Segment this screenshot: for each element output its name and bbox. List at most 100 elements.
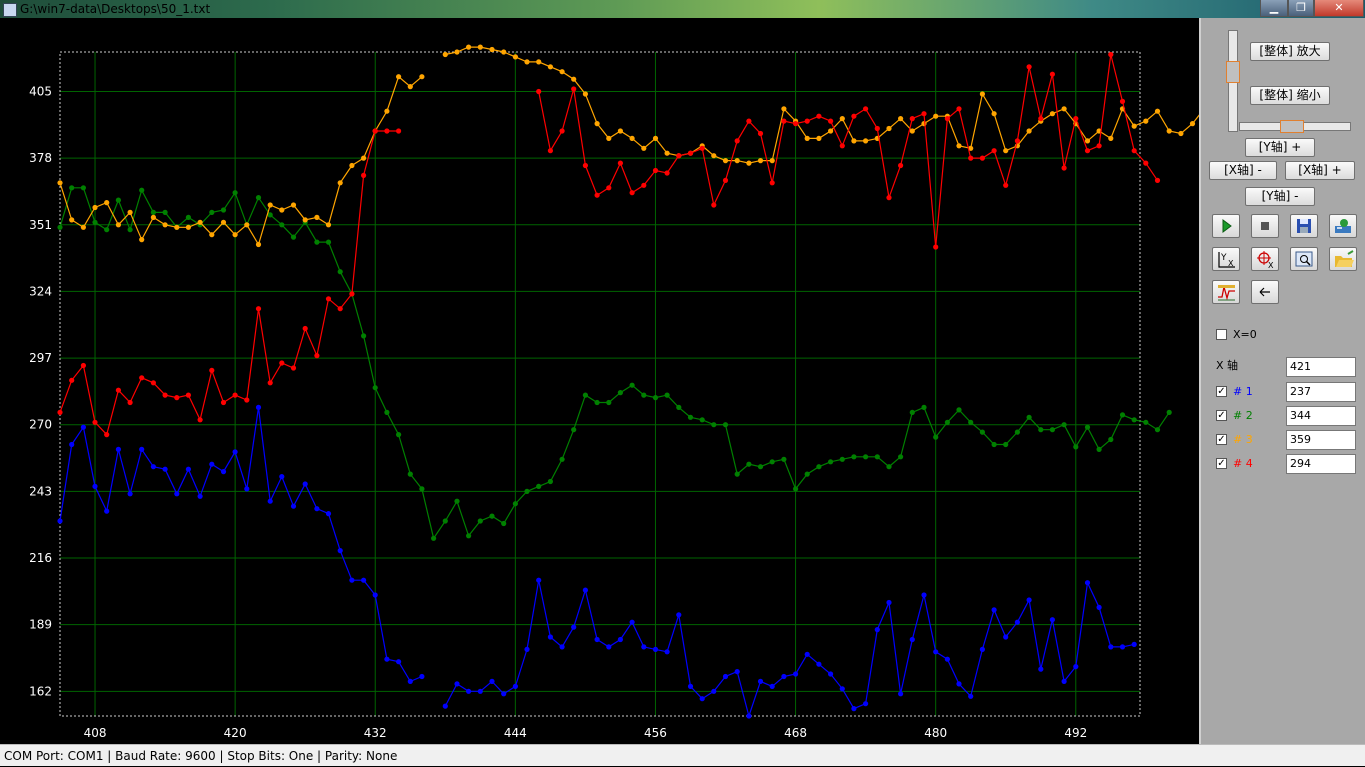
channel-3-checkbox[interactable]: ✓ <box>1216 434 1227 445</box>
series-1-point <box>384 656 390 662</box>
series-1-point <box>104 508 110 514</box>
x-tick-label: 456 <box>644 726 667 740</box>
back-button[interactable] <box>1251 280 1279 304</box>
series-3-point <box>652 135 659 141</box>
series-2-point <box>1108 436 1114 443</box>
crosshair-icon: X <box>1257 251 1274 270</box>
minimize-button[interactable]: ▁ <box>1260 0 1288 17</box>
series-4-point <box>197 417 203 423</box>
axis-x-y-icon: YX <box>1218 252 1235 268</box>
series-1-point <box>1014 619 1021 625</box>
waveform-button[interactable] <box>1212 280 1240 304</box>
series-4-point <box>641 182 647 188</box>
series-1-point <box>174 491 180 497</box>
series-2-point <box>1166 409 1172 415</box>
vertical-slider-thumb[interactable] <box>1226 61 1240 83</box>
series-2-line <box>59 187 1170 540</box>
plot-area[interactable]: 408 420 432 444 456 468 480 492 162 189 216 243 270 2… <box>0 18 1219 744</box>
series-4-point <box>979 155 986 161</box>
series-4-point <box>267 380 273 386</box>
x-tick-label: 468 <box>784 726 807 740</box>
save-button[interactable] <box>1290 214 1318 238</box>
series-1-point <box>582 587 589 593</box>
series-1-point <box>407 678 413 685</box>
series-3-point <box>956 143 962 149</box>
series-3-point <box>185 224 191 230</box>
series-2-point <box>559 456 565 462</box>
series-2-point <box>676 404 682 410</box>
series-3-point <box>267 202 273 208</box>
series-4-point <box>571 86 577 92</box>
vertical-zoom-slider[interactable] <box>1226 30 1240 132</box>
series-3-point <box>828 128 834 134</box>
series-4-point <box>69 377 75 383</box>
series-4-point <box>361 172 367 178</box>
series-2-point <box>617 390 624 396</box>
y-tick-label: 378 <box>29 151 52 165</box>
series-1-point <box>524 646 530 653</box>
channel-2-checkbox[interactable]: ✓ <box>1216 410 1227 421</box>
line-chart[interactable]: 408 420 432 444 456 468 480 492 162 189 216 243 270 2… <box>0 18 1219 744</box>
series-3-point <box>290 202 297 208</box>
series-4-point <box>127 399 133 406</box>
x-axis-value-field[interactable]: 421 <box>1286 357 1356 377</box>
channel-3-value-field[interactable]: 359 <box>1286 430 1356 450</box>
series-3-point <box>466 44 472 50</box>
series-4-point <box>804 118 810 124</box>
series-2-point <box>944 419 951 425</box>
series-2-point <box>687 414 694 420</box>
channel-4-value-field[interactable]: 294 <box>1286 454 1356 474</box>
series-1-point <box>664 649 670 655</box>
x-zero-checkbox[interactable] <box>1216 329 1227 340</box>
crosshair-button[interactable]: X <box>1251 247 1279 271</box>
series-3-point <box>477 44 483 50</box>
series-2-point <box>933 434 939 440</box>
series-2-point <box>477 518 483 524</box>
zoom-out-all-button[interactable]: [整体] 缩小 <box>1250 86 1330 105</box>
y-axis-plus-button[interactable]: [Y轴] + <box>1245 138 1315 157</box>
maximize-button[interactable]: ❐ <box>1288 0 1314 17</box>
x-axis-plus-button[interactable]: [X轴] + <box>1285 161 1355 180</box>
series-1-point <box>1073 664 1079 670</box>
series-2-point <box>536 483 542 489</box>
channel-1-checkbox[interactable]: ✓ <box>1216 386 1227 397</box>
y-axis-minus-button[interactable]: [Y轴] - <box>1245 187 1315 206</box>
series-4-point <box>1061 165 1067 171</box>
series-2-point <box>874 454 880 460</box>
series-4-point <box>244 397 250 403</box>
channel-4-checkbox[interactable]: ✓ <box>1216 458 1227 469</box>
control-panel: [整体] 放大 [整体] 缩小 [Y轴] + [X轴] - [X轴] + [Y轴… <box>1199 18 1365 744</box>
horizontal-zoom-slider[interactable] <box>1239 120 1351 133</box>
channel-2-value-field[interactable]: 344 <box>1286 406 1356 426</box>
series-3-point <box>384 108 390 114</box>
stop-button[interactable] <box>1251 214 1279 238</box>
series-2-point <box>746 461 752 467</box>
horizontal-slider-thumb[interactable] <box>1280 120 1304 133</box>
series-1-point <box>115 446 121 452</box>
series-4-point <box>898 162 904 169</box>
series-4-point <box>711 202 717 208</box>
series-3-point <box>839 116 845 122</box>
series-4-point <box>851 113 857 119</box>
series-4-point <box>734 138 740 144</box>
channel-1-value-field[interactable]: 237 <box>1286 382 1356 402</box>
series-4-point <box>337 306 343 312</box>
series-3-point <box>80 224 86 230</box>
series-1-point <box>361 577 367 583</box>
series-3-point <box>804 135 810 141</box>
series-1-point <box>828 671 834 677</box>
x-tick-label: 408 <box>84 726 107 740</box>
series-4-point <box>57 409 63 415</box>
close-button[interactable]: ✕ <box>1314 0 1364 17</box>
series-1-point <box>536 577 542 583</box>
export-button[interactable] <box>1329 214 1357 238</box>
open-file-button[interactable] <box>1329 247 1357 271</box>
x-axis-minus-button[interactable]: [X轴] - <box>1209 161 1277 180</box>
zoom-window-button[interactable] <box>1290 247 1318 271</box>
zoom-in-all-button[interactable]: [整体] 放大 <box>1250 42 1330 61</box>
start-button[interactable] <box>1212 214 1240 238</box>
series-3-point <box>524 59 530 65</box>
channel-3-label: # 3 <box>1233 433 1253 446</box>
svg-text:X: X <box>1228 259 1234 268</box>
